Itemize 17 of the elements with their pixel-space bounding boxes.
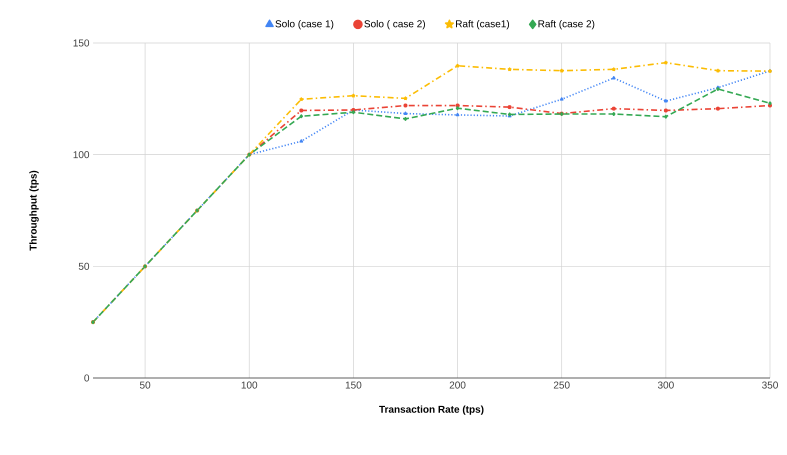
x-tick-label: 250 [554,382,570,389]
x-tick-label: 150 [346,382,362,389]
legend-label: Solo (case 1) [275,20,334,30]
y-tick-label: 50 [78,262,90,270]
legend-label: Raft (case1) [456,20,510,30]
y-axis-title: Throughput (tps) [29,170,39,251]
legend-label: Raft (case 2) [538,20,594,30]
x-tick-label: 350 [762,382,778,389]
y-tick-label: 100 [74,151,90,158]
x-axis-title: Transaction Rate (tps) [379,405,484,415]
x-tick-label: 200 [450,382,466,389]
y-tick-label: 0 [84,374,90,382]
y-tick-label: 150 [74,39,90,47]
x-tick-label: 50 [140,382,150,389]
x-tick-label: 100 [242,382,258,389]
x-tick-label: 300 [658,382,674,389]
legend-label: Solo ( case 2) [364,20,425,30]
